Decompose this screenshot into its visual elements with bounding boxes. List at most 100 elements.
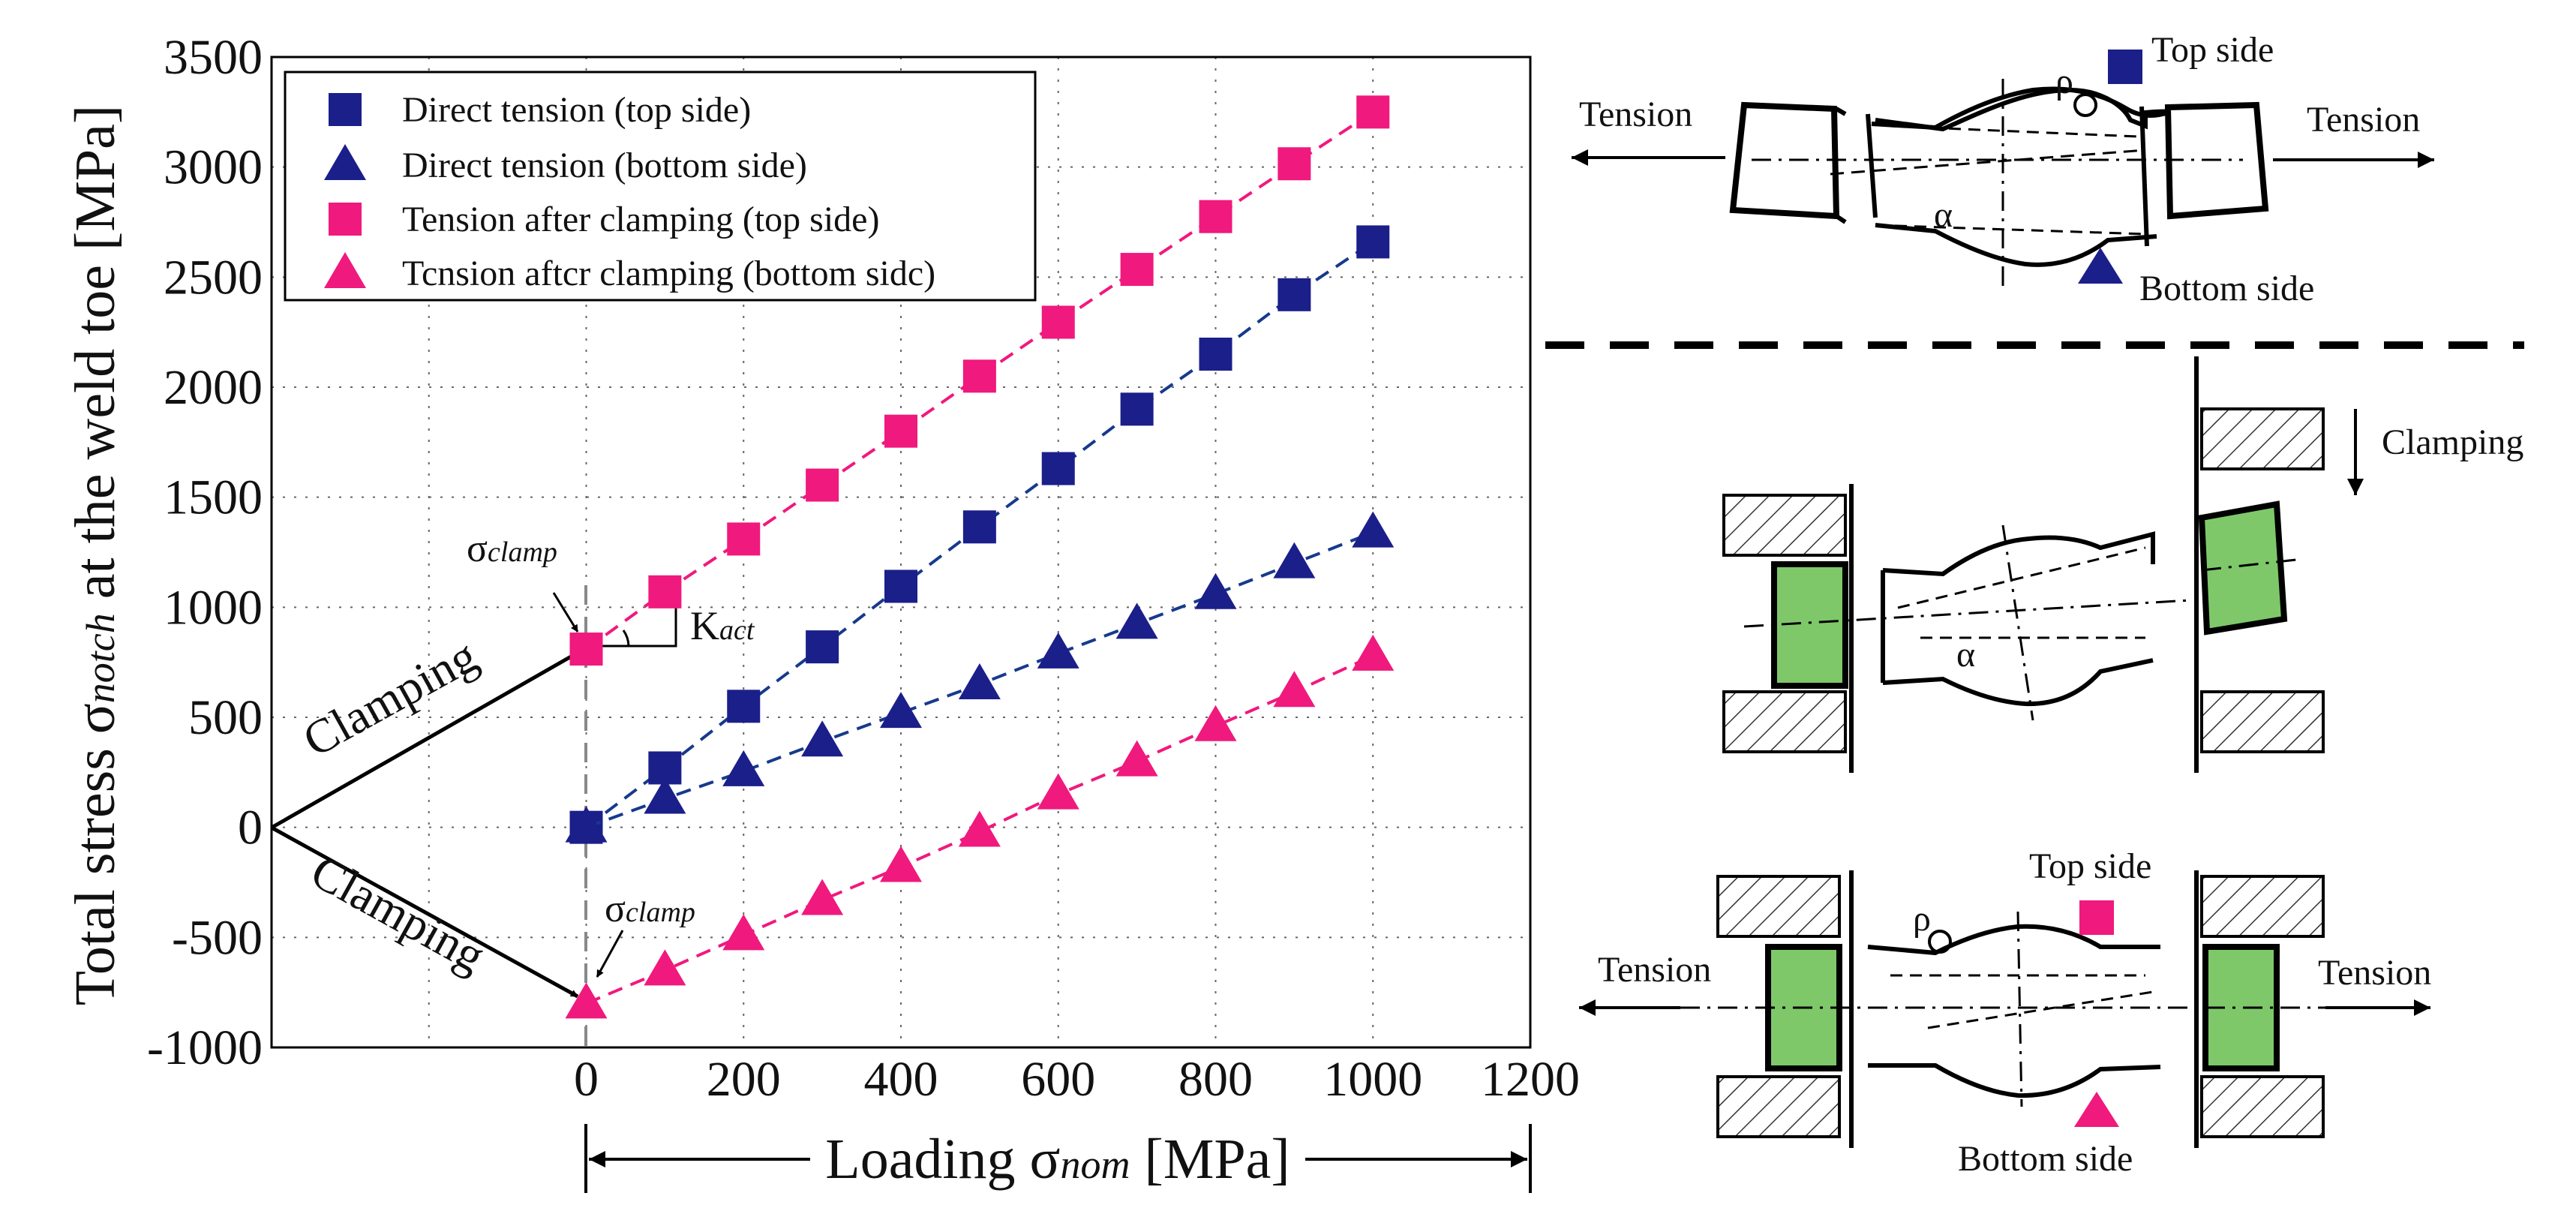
legend-label-3: Tension after clamping (top side) [402,200,879,239]
top-tension-right-label: Tension [2307,100,2420,140]
data-point [1120,392,1154,426]
stress-chart: -1000 -500 0 500 1000 1500 2000 2500 3000 3500 0 2… [64,30,1580,1193]
br-upper-hatch [2200,875,2325,938]
y-tick-label: -500 [172,910,263,965]
data-point [1041,305,1075,339]
data-point [569,633,603,666]
kact-angle-arc [622,630,630,647]
data-point [962,359,996,393]
sigma-clamp-label-bottom: σclamp [605,888,695,930]
series-layer [565,95,1395,1019]
series-4 [565,634,1395,1019]
clamping-diagram [1722,356,2364,773]
data-point [727,690,761,723]
br-lower-hatch [2200,1075,2325,1138]
bottom-specimen-bottom [1868,1063,2161,1098]
diagram-labels: Tension Tension Top side Bottom side ρ α… [1579,30,2523,1179]
left-plate [1866,113,1878,218]
x-label-sub: nom [1061,1142,1130,1187]
data-point [1352,511,1395,548]
plot-frame [270,56,1532,1049]
mid-specimen-bottom [1882,658,2154,707]
data-point [1277,278,1311,311]
data-point [1041,452,1075,485]
top-side-square-marker-2 [2079,900,2114,935]
left-plate-outer [1835,107,1847,224]
data-point [884,569,917,603]
mid-right-centerline [2201,557,2304,572]
x-tick-label: 200 [707,1052,781,1107]
top-side-label-2: Top side [2029,846,2151,886]
legend-box [284,71,1037,302]
clamping-label-top: Clamping [294,629,485,767]
data-point [1199,200,1232,233]
kact-k: K [690,603,719,648]
top-tension-left-label: Tension [1579,95,1692,134]
specimen-bottom-curve [1875,223,2157,267]
data-point [1199,338,1232,371]
x-axis-label: Loading σnom [MPa] [825,1128,1290,1191]
legend-marker-2 [324,144,366,180]
mid-specimen-top [1882,531,2155,577]
left-grip-block [1729,101,1840,220]
sigma-symbol: σ [467,527,488,570]
rho-label-bottom: ρ [1913,899,1931,939]
left-lower-hatch [1722,690,1847,753]
data-point [1194,572,1237,609]
data-point [884,414,917,448]
series-3 [569,95,1390,666]
sigma-symbol: σ [605,888,626,930]
data-point [880,692,922,729]
clamp-subscript: clamp [488,536,557,568]
x-tick-label: 800 [1178,1052,1253,1107]
y-tick-label: -1000 [147,1020,263,1075]
data-point [648,575,682,608]
bl-lower-hatch [1716,1075,1841,1138]
diagram-markers [2074,50,2142,1127]
series-2 [565,511,1395,843]
y-tick-label: 3000 [164,140,263,195]
data-point [1273,671,1316,708]
alpha-label-top: α [1934,195,1953,235]
specimen-outline-top [1875,87,2184,132]
data-point [958,663,1001,699]
bottom-tension-left-label: Tension [1598,950,1711,990]
sigma-clamp-pointer-top [552,592,579,633]
data-point [1352,634,1395,671]
data-point [644,777,686,814]
y-tick-label: 500 [188,690,263,745]
bl-upper-hatch [1716,875,1841,938]
bottom-side-label-2: Bottom side [1958,1139,2133,1179]
data-point [722,750,765,786]
clamping-diagram-label: Clamping [2382,422,2523,462]
data-point [1120,253,1154,287]
legend-label-2: Direct tension (bottom side) [402,146,807,185]
bottom-specimen-top [1867,924,2160,956]
data-point [565,806,608,843]
clamping-arrow-top [270,651,579,830]
clamping-label-bottom: Clamping [302,844,494,982]
series-1 [569,225,1390,844]
x-tick-label: 1000 [1323,1052,1422,1107]
data-point [644,949,686,986]
clamping-arrow-bottom [270,825,579,999]
specimen-diagrams [1545,79,2524,1148]
x-tick-labels: 0 200 400 600 800 1000 1200 [574,1052,1580,1107]
series-line [585,110,1374,651]
bottom-vertical-centerline [2016,911,2023,1107]
y-tick-label: 3500 [164,30,263,85]
y-label-sub: notch [78,613,123,703]
y-tick-label: 0 [238,801,263,855]
y-axis-label: Total stress σnotch at the weld toe [MPa… [64,105,127,1005]
rho-circle-bottom [1928,930,1952,954]
legend-marker-4 [324,252,366,288]
mid-vertical-centerline [2001,524,2034,721]
data-point [1356,95,1390,129]
sigma-clamp-pointer-bottom [596,930,624,978]
rho-label-top: ρ [2055,62,2073,101]
data-point [801,720,844,757]
data-point [1115,740,1158,777]
left-clamp-jaw [1771,561,1848,689]
top-side-label-1: Top side [2151,30,2274,70]
y-label-suffix: at the weld toe [MPa] [64,105,127,613]
